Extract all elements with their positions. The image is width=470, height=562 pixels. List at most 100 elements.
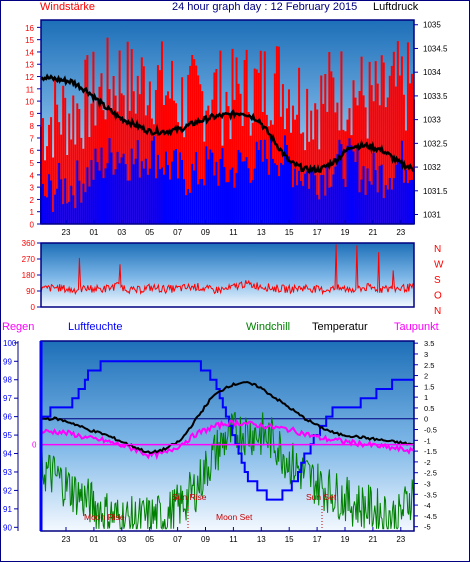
y-tick-label: 97 [3,394,12,403]
y-tick-label: -1.5 [424,447,437,456]
y-tick-label: 16 [25,24,34,33]
y-tick-label: -0.5 [424,426,437,435]
annotation-moon-rise: Moon Rise [84,512,125,522]
y-tick-label: 9 [30,110,35,119]
y-tick-label: 1032.5 [423,139,448,148]
y-tick-label: 96 [3,413,12,422]
windchill-line [40,411,415,530]
legend-dewpoint: Taupunkt [394,321,439,333]
y-tick-label: 0 [31,303,36,312]
compass-label: S [434,275,441,286]
dewpoint-line [40,419,415,461]
y-tick-label: 1035 [423,21,441,30]
y-tick-label: 7 [30,134,35,143]
compass-label: W [434,260,444,271]
x-tick-label: 05 [145,228,154,237]
panel1-pressure-line [40,73,415,175]
x-tick-label: 03 [117,535,126,544]
y-tick-label: 99 [3,357,12,366]
panel3-right-axis: 3.5 3 2.5 21.5 1 0.5 0 -0.5-1 -1.5 -2 -2.5 -3-3.5 -4… [414,339,437,532]
y-tick-label: 11 [26,85,35,94]
temperature-line [40,380,415,455]
y-tick-label: 4 [30,171,35,180]
y-tick-label: 14 [25,48,34,57]
y-tick-label: 1033 [423,116,441,125]
y-tick-label: 92 [3,486,12,495]
y-tick-label: 0.5 [424,404,434,413]
legend-windchill: Windchill [246,321,290,333]
x-tick-label: 01 [89,228,98,237]
panel1-x-axis: 23 01 03 05 07 09 11 13 15 17 19 21 23 [62,220,406,237]
x-tick-label: 19 [341,535,350,544]
x-tick-label: 13 [257,535,266,544]
x-tick-label: 13 [257,228,266,237]
x-tick-label: 23 [62,228,71,237]
y-tick-label: 1033.5 [423,92,448,101]
wind-direction-line [40,244,415,296]
y-tick-label: -1 [424,436,431,445]
panel1-right-axis: 1031 1031.5 1032 1032.5 1033 1033.5 1034 1034.5… [414,21,448,220]
y-tick-label: 8 [30,122,35,131]
y-tick-label: 1031 [423,211,441,220]
y-tick-label: 1034 [423,68,441,77]
x-tick-label: 09 [201,228,210,237]
y-tick-label: 12 [25,73,34,82]
x-tick-label: 07 [173,228,182,237]
panel2-plot-area [41,243,414,307]
y-tick-label: -4.5 [424,512,437,521]
x-tick-label: 17 [313,228,322,237]
y-tick-label: 2.5 [424,361,434,370]
legend-rain: Regen [2,321,34,333]
y-tick-label: 15 [25,36,34,45]
panel3-series: 0 [32,360,415,530]
x-tick-label: 15 [285,535,294,544]
x-tick-label: 09 [201,535,210,544]
annotation-sun-rise: Sun Rise [172,492,207,502]
y-tick-label: 90 [3,523,12,532]
y-tick-label: 180 [22,271,36,280]
y-tick-label: -3.5 [424,490,437,499]
x-tick-label: 19 [341,228,350,237]
y-tick-label: -3 [424,480,431,489]
y-tick-label: 91 [3,505,12,514]
y-tick-label: 2 [424,372,428,381]
panel3-x-axis: 23 01 03 05 07 09 11 13 15 17 19 21 23 [62,527,406,544]
x-tick-label: 05 [145,535,154,544]
y-tick-label: 10 [25,98,34,107]
x-tick-label: 17 [313,535,322,544]
y-tick-label: -5 [424,523,431,532]
y-tick-label: 13 [25,61,34,70]
panel1-frame [40,19,415,225]
compass-label: N [434,244,441,255]
y-tick-label: 1034.5 [423,44,448,53]
x-tick-label: 21 [368,535,377,544]
y-tick-label: 3 [30,184,35,193]
y-tick-label: -4 [424,501,431,510]
y-tick-label: 1.5 [424,382,434,391]
y-tick-label: 2 [30,196,35,205]
x-tick-label: 23 [62,535,71,544]
y-tick-label: 0 [424,415,428,424]
legend-humidity: Luftfeuchte [68,321,122,333]
x-tick-label: 15 [285,228,294,237]
y-tick-label: 1 [30,208,35,217]
legend-temperature: Temperatur [312,321,368,333]
header-title: 24 hour graph day : 12 February 2015 [172,1,357,13]
y-tick-label: -2.5 [424,469,437,478]
x-tick-label: 03 [117,228,126,237]
y-tick-label: 93 [3,468,12,477]
header-left-label: Windstärke [40,1,95,13]
compass-label: O [434,291,442,302]
x-tick-label: 11 [229,228,238,237]
pressure-line [40,73,415,175]
header-right-label: Luftdruck [373,1,419,13]
x-tick-label: 23 [396,535,405,544]
x-tick-label: 01 [89,535,98,544]
humidity-line [41,360,414,501]
compass-label: N [434,306,441,317]
y-tick-label: 98 [3,376,12,385]
panel1-wind-bars [40,37,415,224]
y-tick-label: -2 [424,458,431,467]
